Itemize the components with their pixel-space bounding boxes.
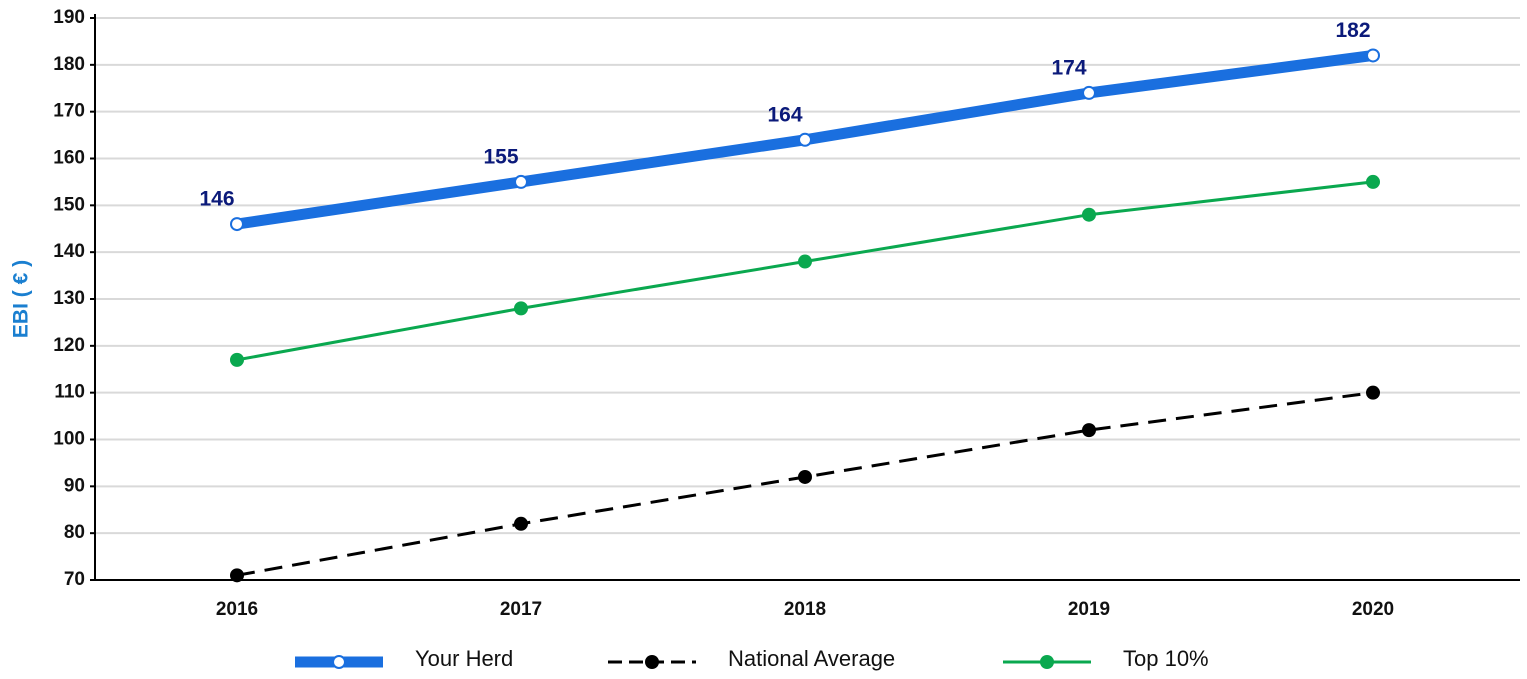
point: [230, 568, 244, 583]
y-tick-label: 140: [53, 241, 85, 262]
data-label: 155: [483, 145, 518, 168]
legend-marker: [1040, 655, 1054, 669]
point: [514, 516, 528, 531]
point: [1082, 85, 1096, 100]
y-tick-label: 110: [54, 382, 85, 403]
y-tick-label: 70: [64, 569, 85, 590]
y-tick-label: 160: [53, 148, 85, 169]
data-label: 146: [199, 188, 234, 211]
data-label: 164: [767, 103, 802, 126]
point: [1082, 207, 1096, 222]
y-tick-label: 180: [53, 54, 85, 75]
legend-label: Your Herd: [415, 646, 513, 671]
legend-label: Top 10%: [1123, 646, 1209, 671]
point: [798, 132, 812, 147]
y-tick-label: 100: [53, 429, 85, 450]
point: [1082, 423, 1096, 438]
legend-marker: [332, 655, 346, 669]
y-tick-label: 130: [53, 288, 85, 309]
point: [1366, 48, 1380, 63]
series-line: [236, 391, 1374, 577]
point: [1366, 174, 1380, 189]
point: [798, 254, 812, 269]
legend-label: National Average: [728, 646, 895, 671]
x-tick-label: 2016: [216, 599, 258, 620]
y-tick-label: 90: [64, 475, 85, 496]
x-tick-label: 2019: [1068, 599, 1110, 620]
point: [230, 352, 244, 367]
y-tick-label: 190: [53, 7, 85, 28]
series-line: [236, 180, 1374, 362]
x-tick-label: 2017: [500, 599, 542, 620]
y-tick-label: 120: [53, 335, 85, 356]
y-tick-label: 170: [53, 101, 85, 122]
y-axis-label: EBI ( € ): [10, 260, 33, 338]
point: [798, 469, 812, 484]
y-tick-label: 150: [53, 194, 85, 215]
point: [514, 174, 528, 189]
x-tick-label: 2020: [1352, 599, 1394, 620]
point: [1366, 385, 1380, 400]
point: [230, 217, 244, 232]
x-tick-label: 2018: [784, 599, 826, 620]
point: [514, 301, 528, 316]
legend-marker: [645, 655, 659, 669]
data-label: 174: [1051, 56, 1086, 79]
y-tick-label: 80: [64, 522, 85, 543]
data-label: 182: [1335, 19, 1370, 42]
